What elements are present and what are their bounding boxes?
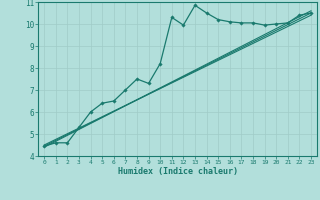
X-axis label: Humidex (Indice chaleur): Humidex (Indice chaleur) (118, 167, 238, 176)
